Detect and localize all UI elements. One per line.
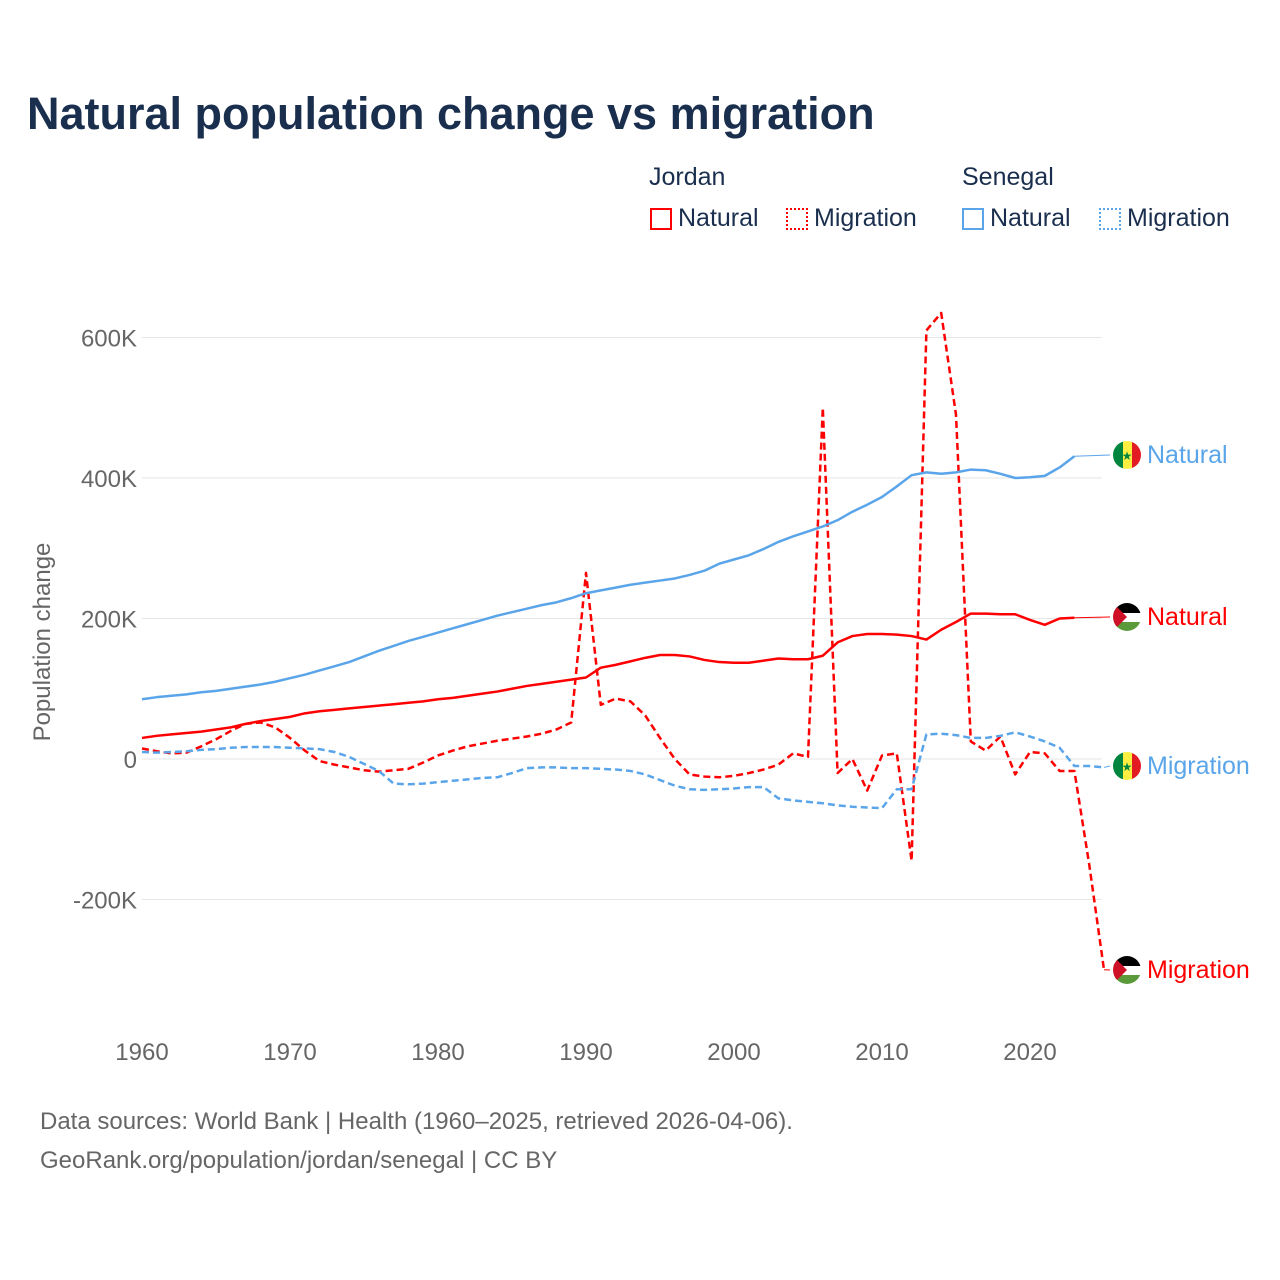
legend-label: Natural [990,204,1071,232]
legend-label: Natural [678,204,759,232]
label-connector [1074,454,1111,457]
x-tick-label: 1960 [115,1039,168,1066]
chart-title: Natural population change vs migration [27,88,875,139]
legend-jordan-migration[interactable]: Migration [786,204,917,233]
senegal-flag-icon: ★ [1113,752,1141,780]
x-tick-label: 2010 [855,1039,908,1066]
jordan-flag-icon [1113,603,1141,631]
svg-text:★: ★ [1122,760,1133,774]
series-line-jordan-natural [141,612,1075,740]
x-tick-label: 2000 [707,1039,760,1066]
legend-label: Migration [814,204,917,232]
source-link[interactable]: GeoRank.org/population/jordan/senegal | … [40,1147,558,1174]
series-end-label: Migration [1147,752,1250,780]
jordan-flag-icon [1113,956,1141,984]
series-line-senegal-migration [141,731,1105,810]
y-tick-label: -200K [73,888,137,915]
legend-swatch-dotted [786,207,808,230]
y-tick-label: 200K [81,607,137,634]
legend-label: Migration [1127,204,1230,232]
legend-jordan-natural[interactable]: Natural [650,204,759,233]
label-connector [1074,616,1111,619]
y-tick-label: 0 [124,747,137,774]
legend-swatch-dotted [1099,207,1121,230]
legend-group-jordan: Jordan [649,163,726,191]
legend-senegal-migration[interactable]: Migration [1099,204,1230,233]
x-tick-label: 1970 [263,1039,316,1066]
series-end-label: Migration [1147,956,1250,984]
series-line-jordan-migration [141,311,1106,970]
svg-text:★: ★ [1122,449,1133,463]
legend-swatch-solid [650,207,672,230]
y-tick-label: 600K [81,326,137,353]
y-axis-label: Population change [29,543,56,742]
legend-senegal-natural[interactable]: Natural [962,204,1071,233]
x-tick-label: 2020 [1003,1039,1056,1066]
label-connector [1103,765,1111,768]
legend-group-senegal: Senegal [962,163,1054,191]
legend-swatch-solid [962,207,984,230]
series-end-label: Natural [1147,441,1228,469]
x-tick-label: 1990 [559,1039,612,1066]
series-line-senegal-natural [141,455,1076,701]
y-tick-label: 400K [81,466,137,493]
senegal-flag-icon: ★ [1113,441,1141,469]
series-end-label: Natural [1147,603,1228,631]
source-text: Data sources: World Bank | Health (1960–… [40,1108,793,1135]
x-tick-label: 1980 [411,1039,464,1066]
